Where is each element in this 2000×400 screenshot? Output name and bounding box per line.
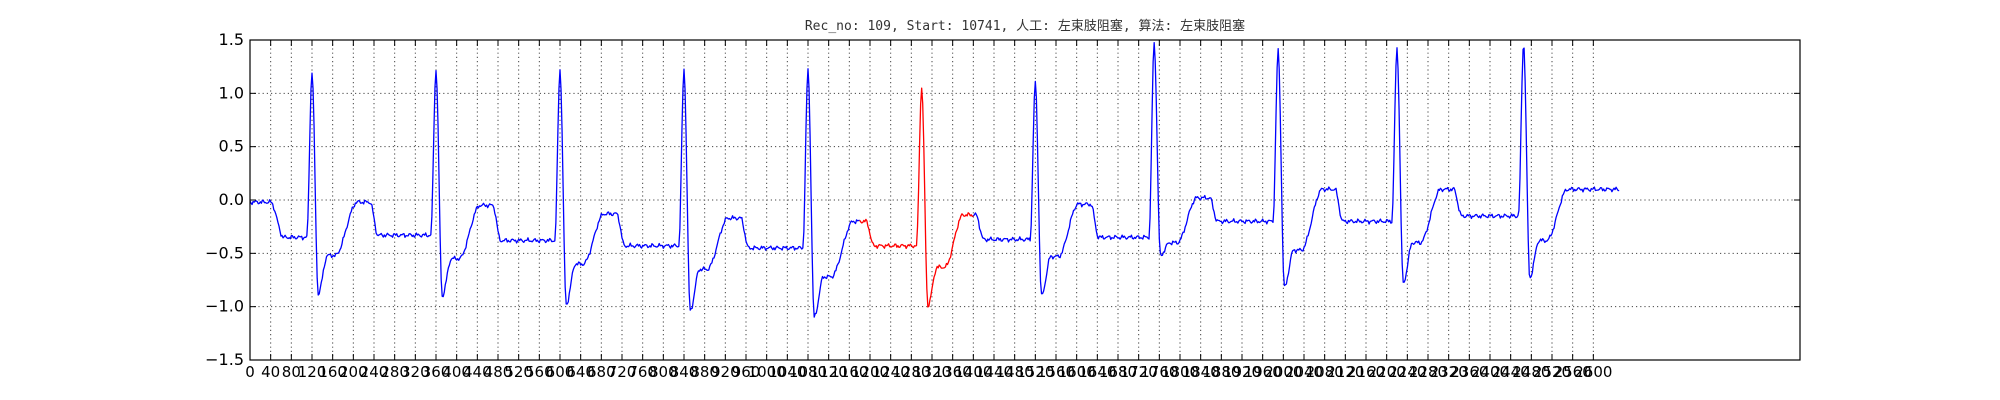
x-tick-label: 840 bbox=[670, 363, 699, 381]
x-tick-label: 1440 bbox=[975, 363, 1013, 381]
x-tick-label: 2200 bbox=[1368, 363, 1406, 381]
y-tick-label: 0.0 bbox=[219, 190, 244, 209]
x-tick-label: 1560 bbox=[1037, 363, 1075, 381]
x-tick-label: 960 bbox=[732, 363, 761, 381]
y-tick-label: −0.5 bbox=[205, 243, 244, 262]
x-tick-label: 1080 bbox=[789, 363, 827, 381]
grid-lines bbox=[250, 40, 1800, 360]
x-tick-label: 120 bbox=[298, 363, 327, 381]
highlighted-beat-line bbox=[859, 87, 974, 308]
x-tick-label: 1800 bbox=[1161, 363, 1199, 381]
x-tick-label: 400 bbox=[442, 363, 471, 381]
x-tick-label: 1160 bbox=[830, 363, 868, 381]
x-tick-label: 600 bbox=[546, 363, 575, 381]
y-tick-label: 1.5 bbox=[219, 30, 244, 49]
x-tick-label: 720 bbox=[608, 363, 637, 381]
ecg-line bbox=[972, 41, 1620, 295]
x-tick-label: 2000 bbox=[1264, 363, 1302, 381]
x-tick-label: 160 bbox=[318, 363, 347, 381]
x-tick-label: 360 bbox=[422, 363, 451, 381]
ecg-line bbox=[249, 68, 860, 318]
x-tick-label: 560 bbox=[525, 363, 554, 381]
y-tick-label: −1.0 bbox=[205, 297, 244, 316]
x-tick-label: 2240 bbox=[1388, 363, 1426, 381]
x-tick-label: 2080 bbox=[1306, 363, 1344, 381]
x-tick-label: 2440 bbox=[1492, 363, 1530, 381]
x-tick-label: 40 bbox=[261, 363, 280, 381]
y-tick-label: −1.5 bbox=[205, 350, 244, 369]
x-tick-label: 240 bbox=[360, 363, 389, 381]
x-tick-label: 680 bbox=[587, 363, 616, 381]
x-tick-label: 1280 bbox=[892, 363, 930, 381]
y-axis-ticks: 1.5 1.0 0.5 0.0 −0.5 −1.0 −1.5 bbox=[205, 30, 1800, 369]
x-tick-label: 2600 bbox=[1574, 363, 1612, 381]
x-tick-label: 440 bbox=[463, 363, 492, 381]
x-tick-label: 1840 bbox=[1182, 363, 1220, 381]
x-tick-label: 1960 bbox=[1244, 363, 1282, 381]
x-tick-label: 760 bbox=[628, 363, 657, 381]
x-tick-label: 1880 bbox=[1202, 363, 1240, 381]
x-tick-label: 2400 bbox=[1471, 363, 1509, 381]
x-tick-label: 1040 bbox=[768, 363, 806, 381]
x-tick-label: 2320 bbox=[1430, 363, 1468, 381]
y-tick-label: 0.5 bbox=[219, 137, 244, 156]
x-tick-label: 1920 bbox=[1223, 363, 1261, 381]
x-tick-label: 520 bbox=[504, 363, 533, 381]
x-tick-label: 1000 bbox=[748, 363, 786, 381]
x-tick-label: 1480 bbox=[996, 363, 1034, 381]
x-tick-label: 640 bbox=[566, 363, 595, 381]
x-tick-label: 1400 bbox=[954, 363, 992, 381]
plot-frame bbox=[249, 39, 1801, 361]
x-tick-label: 2120 bbox=[1326, 363, 1364, 381]
x-tick-label: 280 bbox=[380, 363, 409, 381]
x-tick-label: 1320 bbox=[913, 363, 951, 381]
x-tick-label: 1760 bbox=[1140, 363, 1178, 381]
x-tick-label: 320 bbox=[401, 363, 430, 381]
x-tick-label: 1600 bbox=[1058, 363, 1096, 381]
x-tick-label: 2160 bbox=[1347, 363, 1385, 381]
x-tick-label: 1720 bbox=[1120, 363, 1158, 381]
x-tick-label: 920 bbox=[711, 363, 740, 381]
x-tick-label: 1680 bbox=[1099, 363, 1137, 381]
x-tick-label: 2280 bbox=[1409, 363, 1447, 381]
x-tick-label: 2040 bbox=[1285, 363, 1323, 381]
x-tick-label: 1200 bbox=[851, 363, 889, 381]
x-tick-label: 1360 bbox=[934, 363, 972, 381]
x-tick-label: 80 bbox=[282, 363, 301, 381]
x-tick-label: 800 bbox=[649, 363, 678, 381]
chart-title: Rec_no: 109, Start: 10741, 人工: 左束肢阻塞, 算法… bbox=[805, 18, 1245, 34]
x-tick-label: 880 bbox=[690, 363, 719, 381]
x-tick-label: 1520 bbox=[1016, 363, 1054, 381]
x-tick-label: 1640 bbox=[1078, 363, 1116, 381]
x-tick-label: 2360 bbox=[1450, 363, 1488, 381]
x-tick-label: 2560 bbox=[1554, 363, 1592, 381]
x-tick-label: 1240 bbox=[872, 363, 910, 381]
x-tick-label: 2480 bbox=[1512, 363, 1550, 381]
x-tick-label: 0 bbox=[245, 363, 255, 381]
x-tick-label: 2520 bbox=[1533, 363, 1571, 381]
x-tick-label: 200 bbox=[339, 363, 368, 381]
ecg-series bbox=[249, 41, 1620, 318]
x-axis-ticks: 0 40 8012016020024028032036040044048052056… bbox=[245, 40, 1612, 381]
y-tick-label: 1.0 bbox=[219, 83, 244, 102]
x-tick-label: 1120 bbox=[810, 363, 848, 381]
x-tick-label: 480 bbox=[484, 363, 513, 381]
